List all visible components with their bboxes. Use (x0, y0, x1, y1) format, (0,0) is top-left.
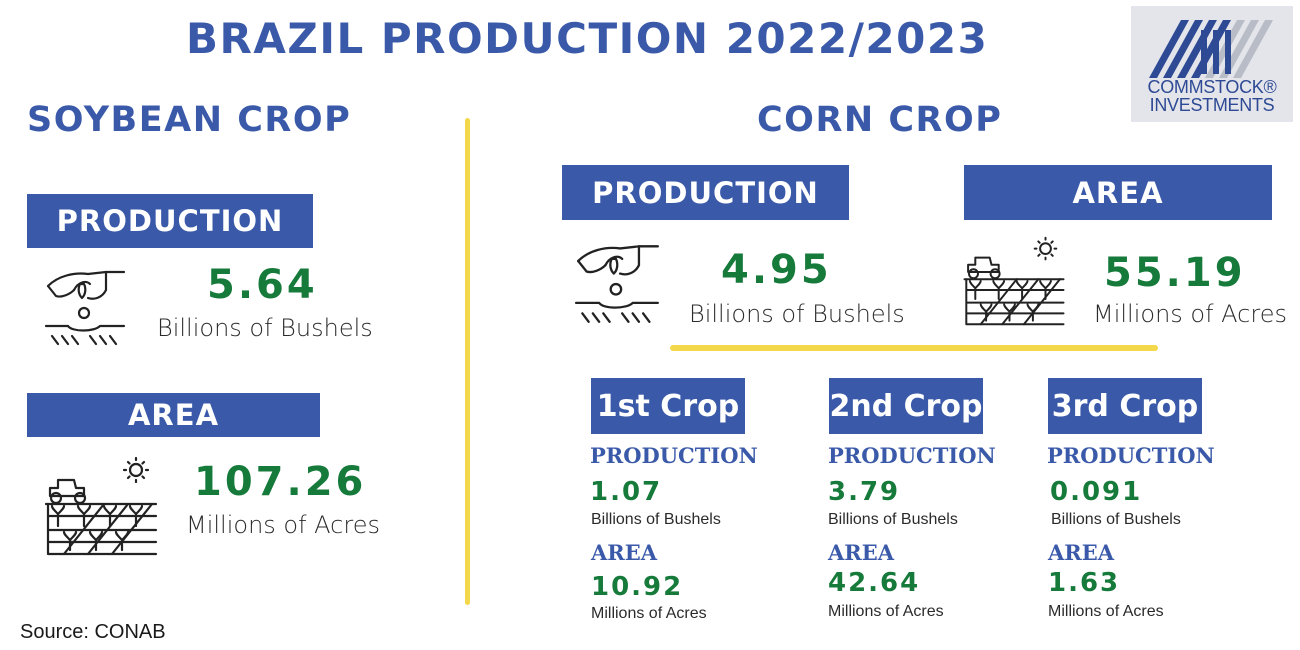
first-crop-production-value: 1.07 (590, 477, 663, 507)
hand-planting-seed-icon (44, 268, 128, 346)
third-crop-area-unit: Millions of Acres (1048, 603, 1164, 620)
soybean-production-label: PRODUCTION (27, 194, 313, 248)
vertical-divider (465, 118, 470, 605)
corn-area-label: AREA (964, 165, 1272, 220)
second-crop-area-unit: Millions of Acres (828, 603, 944, 620)
second-crop-production-label: PRODUCTION (828, 443, 996, 468)
third-crop-area-label: AREA (1048, 540, 1115, 565)
corn-production-label: PRODUCTION (562, 165, 849, 220)
page-title: BRAZIL PRODUCTION 2022/2023 (186, 14, 989, 63)
soybean-production-unit: Billions of Bushels (157, 314, 373, 342)
corn-area-value: 55.19 (1104, 250, 1246, 296)
soybean-section-title: SOYBEAN CROP (27, 100, 352, 140)
third-crop-area-value: 1.63 (1048, 568, 1121, 598)
third-crop-production-unit: Billions of Bushels (1051, 511, 1181, 528)
third-crop-production-value: 0.091 (1050, 477, 1143, 507)
second-crop-area-value: 42.64 (828, 568, 921, 598)
soybean-area-value: 107.26 (194, 459, 367, 505)
second-crop-production-value: 3.79 (828, 477, 901, 507)
third-crop-production-label: PRODUCTION (1047, 443, 1215, 468)
soybean-production-value: 5.64 (207, 262, 318, 308)
first-crop-area-label: AREA (591, 540, 658, 565)
source-note: Source: CONAB (20, 621, 166, 643)
first-crop-label: 1st Crop (591, 378, 745, 434)
commstock-logo: COMMSTOCK® INVESTMENTS (1131, 6, 1293, 122)
first-crop-area-unit: Millions of Acres (591, 605, 707, 622)
tractor-field-icon (962, 236, 1066, 326)
third-crop-label: 3rd Crop (1048, 378, 1202, 434)
second-crop-area-label: AREA (828, 540, 895, 565)
tractor-field-icon (44, 456, 158, 556)
soybean-area-label: AREA (27, 393, 320, 437)
first-crop-production-label: PRODUCTION (590, 443, 758, 468)
logo-text-line2: INVESTMENTS (1149, 95, 1275, 115)
soybean-area-unit: Millions of Acres (186, 511, 380, 539)
second-crop-production-unit: Billions of Bushels (828, 511, 958, 528)
horizontal-divider (670, 345, 1158, 351)
corn-area-unit: Millions of Acres (1093, 300, 1287, 328)
second-crop-label: 2nd Crop (829, 378, 983, 434)
logo-text-line1: COMMSTOCK® (1147, 77, 1277, 97)
corn-section-title: CORN CROP (757, 100, 1003, 140)
first-crop-area-value: 10.92 (591, 572, 684, 602)
logo-stripes-icon (1149, 20, 1273, 78)
corn-production-unit: Billions of Bushels (689, 300, 905, 328)
corn-production-value: 4.95 (721, 247, 832, 293)
first-crop-production-unit: Billions of Bushels (591, 511, 721, 528)
hand-planting-seed-icon (574, 240, 662, 326)
